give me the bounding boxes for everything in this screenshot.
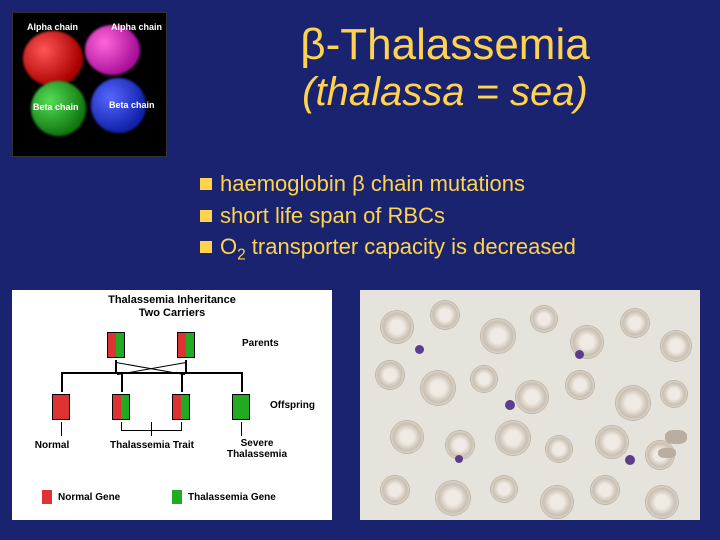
alpha-chain-2 xyxy=(85,25,140,75)
red-blood-cell xyxy=(380,475,410,505)
red-blood-cell xyxy=(615,385,651,421)
bullet-list: haemoglobin β chain mutations short life… xyxy=(200,170,700,269)
bullet-item: haemoglobin β chain mutations xyxy=(200,170,700,198)
platelet-dot xyxy=(455,455,463,463)
connector-line xyxy=(181,372,183,392)
connector-line xyxy=(181,422,182,430)
protein-label: Beta chain xyxy=(109,101,155,110)
red-blood-cell xyxy=(595,425,629,459)
hemoglobin-protein-image: Alpha chain Alpha chain Beta chain Beta … xyxy=(12,12,167,157)
protein-label: Alpha chain xyxy=(111,23,162,32)
title-line-2: (thalassa = sea) xyxy=(190,70,700,115)
red-blood-cell xyxy=(495,420,531,456)
protein-label: Beta chain xyxy=(33,103,79,112)
red-blood-cell xyxy=(530,305,558,333)
row-label-offspring: Offspring xyxy=(270,400,315,411)
blood-smear-image xyxy=(360,290,700,520)
connector-line xyxy=(121,422,122,430)
offspring-genotype xyxy=(172,394,190,420)
bullet-text: haemoglobin β chain mutations xyxy=(220,170,525,198)
red-blood-cell xyxy=(390,420,424,454)
platelet-dot xyxy=(625,455,635,465)
connector-line xyxy=(61,372,243,374)
legend-swatch xyxy=(42,490,52,504)
slide-title: β-Thalassemia (thalassa = sea) xyxy=(190,20,700,115)
bullet-text: short life span of RBCs xyxy=(220,202,445,230)
parent-genotype xyxy=(107,332,125,358)
red-blood-cell xyxy=(420,370,456,406)
connector-line xyxy=(241,422,242,436)
offspring-genotype xyxy=(112,394,130,420)
diagram-title: Thalassemia Inheritance Two Carriers xyxy=(12,294,332,320)
red-blood-cell xyxy=(620,308,650,338)
title-line-1: β-Thalassemia xyxy=(190,20,700,70)
offspring-genotype xyxy=(52,394,70,420)
red-blood-cell xyxy=(590,475,620,505)
parent-genotype xyxy=(177,332,195,358)
platelet-dot xyxy=(505,400,515,410)
outcome-label: Severe Thalassemia xyxy=(212,438,302,460)
red-blood-cell xyxy=(375,360,405,390)
red-blood-cell xyxy=(480,318,516,354)
red-blood-cell xyxy=(435,480,471,516)
red-blood-cell xyxy=(645,485,679,519)
slide: Alpha chain Alpha chain Beta chain Beta … xyxy=(0,0,720,540)
red-blood-cell xyxy=(380,310,414,344)
red-blood-cell xyxy=(430,300,460,330)
red-blood-cell xyxy=(515,380,549,414)
outcome-label: Thalassemia Trait xyxy=(92,440,212,451)
cell-fragment xyxy=(665,430,687,444)
connector-line xyxy=(241,372,243,392)
connector-line xyxy=(61,372,63,392)
bullet-text: O2 transporter capacity is decreased xyxy=(220,233,576,265)
connector-line xyxy=(121,372,123,392)
outcome-label: Normal xyxy=(22,440,82,451)
cell-fragment xyxy=(658,448,676,458)
alpha-chain-1 xyxy=(23,31,83,86)
bullet-marker-icon xyxy=(200,241,212,253)
connector-line xyxy=(121,430,182,431)
red-blood-cell xyxy=(545,435,573,463)
offspring-genotype xyxy=(232,394,250,420)
connector-line xyxy=(61,422,62,436)
red-blood-cell xyxy=(540,485,574,519)
inheritance-diagram: Thalassemia Inheritance Two Carriers Par… xyxy=(12,290,332,520)
bullet-item: short life span of RBCs xyxy=(200,202,700,230)
red-blood-cell xyxy=(470,365,498,393)
bullet-item: O2 transporter capacity is decreased xyxy=(200,233,700,265)
legend-swatch xyxy=(172,490,182,504)
red-blood-cell xyxy=(660,330,692,362)
red-blood-cell xyxy=(490,475,518,503)
red-blood-cell xyxy=(565,370,595,400)
legend-label: Thalassemia Gene xyxy=(188,492,276,503)
row-label-parents: Parents xyxy=(242,338,279,349)
connector-line xyxy=(151,422,152,436)
protein-label: Alpha chain xyxy=(27,23,78,32)
legend-label: Normal Gene xyxy=(58,492,120,503)
red-blood-cell xyxy=(660,380,688,408)
bullet-marker-icon xyxy=(200,178,212,190)
platelet-dot xyxy=(415,345,424,354)
bullet-marker-icon xyxy=(200,210,212,222)
platelet-dot xyxy=(575,350,584,359)
